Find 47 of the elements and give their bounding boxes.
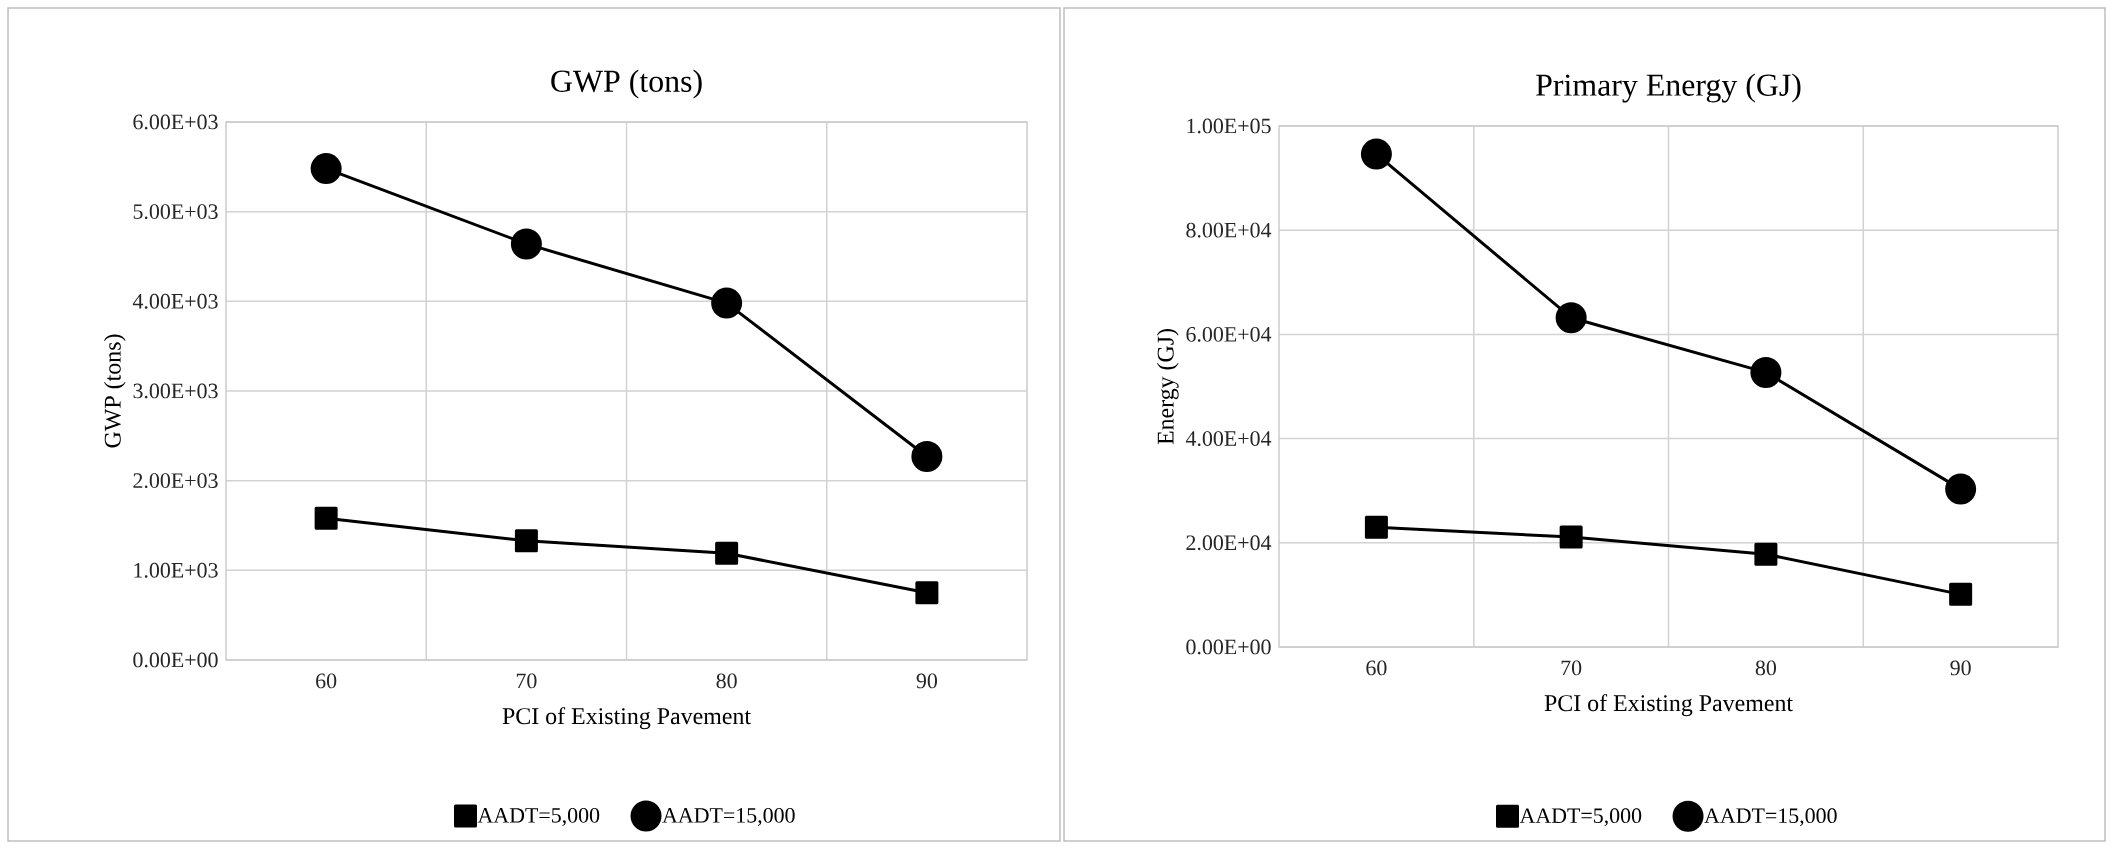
point	[1364, 515, 1388, 539]
point	[1754, 542, 1778, 566]
point	[911, 440, 943, 472]
legend-label: AADT=5,000	[1519, 808, 1642, 827]
y-tick-label: 6.00E+04	[1186, 326, 1272, 342]
x-axis-title: PCI of Existing Pavement	[1544, 694, 1793, 717]
y-tick-label: 4.00E+03	[132, 293, 218, 309]
point	[514, 529, 538, 553]
point	[915, 581, 939, 605]
y-tick-label: 8.00E+04	[1186, 222, 1272, 238]
y-tick-label: 1.00E+03	[134, 562, 218, 578]
y-axis-title: Energy (GJ)	[1156, 329, 1179, 445]
x-tick-label: 70	[1561, 660, 1582, 676]
legend-label: AADT=15,000	[662, 807, 795, 826]
point	[1559, 525, 1583, 549]
point	[715, 541, 739, 565]
x-axis-title: PCI of Existing Pavement	[502, 707, 751, 730]
x-tick-label: 80	[716, 673, 737, 689]
point	[1360, 138, 1392, 170]
y-tick-label: 4.00E+04	[1185, 431, 1272, 447]
y-tick-label: 1.00E+05	[1187, 118, 1271, 134]
y-tick-label: 6.00E+03	[133, 114, 218, 130]
point	[1750, 356, 1782, 388]
point	[510, 228, 542, 260]
chart-title: GWP (tons)	[551, 69, 702, 99]
legend-label: AADT=5,000	[477, 807, 600, 826]
y-tick-label: 2.00E+04	[1186, 535, 1272, 551]
y-tick-label: 0.00E+00	[1186, 639, 1271, 655]
x-tick-label: 90	[1950, 660, 1971, 676]
point	[711, 287, 743, 319]
y-axis-title: GWP (tons)	[103, 334, 126, 448]
legend-label: AADT=15,000	[1704, 808, 1837, 827]
point	[1555, 302, 1587, 334]
point	[314, 506, 338, 530]
point	[1945, 473, 1977, 505]
x-tick-label: 90	[916, 673, 938, 689]
x-tick-label: 70	[516, 673, 537, 689]
y-tick-label: 5.00E+03	[133, 204, 218, 220]
x-tick-label: 80	[1755, 660, 1777, 676]
y-tick-label: 3.00E+03	[133, 383, 218, 399]
point	[310, 153, 342, 185]
y-tick-label: 2.00E+03	[133, 473, 218, 489]
chart-title: Primary Energy (GJ)	[1536, 73, 1801, 103]
point	[1949, 582, 1973, 606]
x-tick-label: 60	[1366, 660, 1387, 676]
y-tick-label: 0.00E+00	[133, 652, 218, 668]
x-tick-label: 60	[316, 673, 337, 689]
